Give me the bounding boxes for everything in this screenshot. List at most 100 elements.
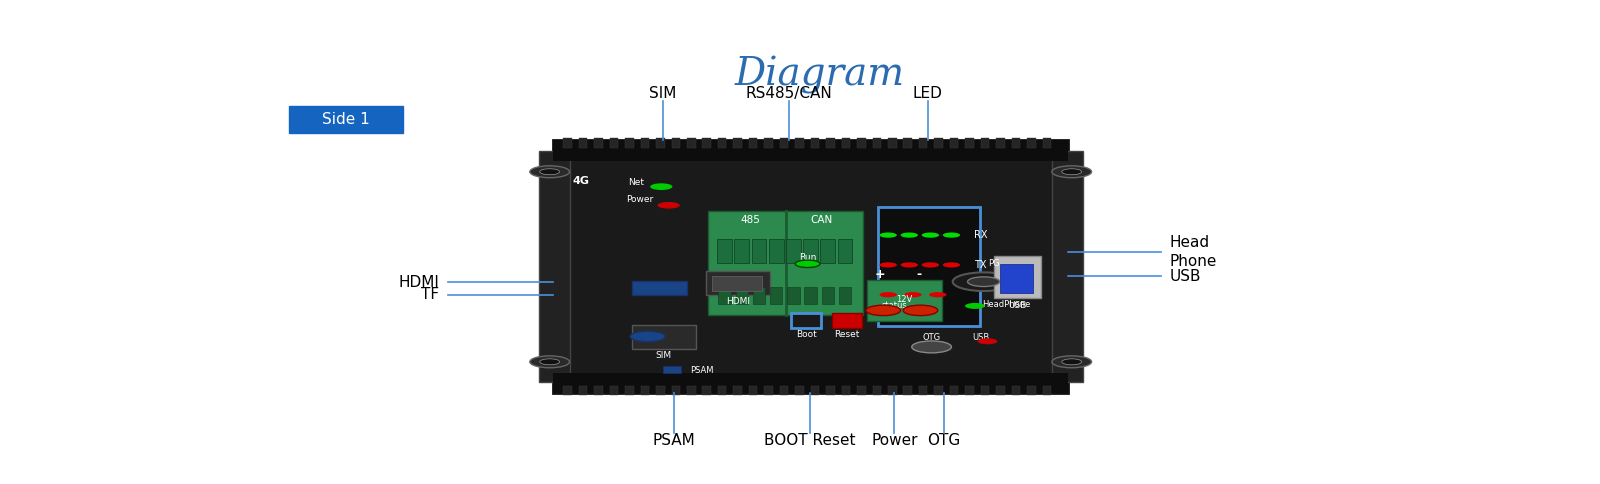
Bar: [872, 386, 882, 395]
Circle shape: [795, 260, 819, 268]
Text: LED: LED: [914, 86, 942, 101]
Bar: [981, 138, 989, 148]
Bar: [826, 386, 835, 395]
Text: HDMI: HDMI: [726, 297, 750, 306]
Bar: [662, 366, 682, 373]
Bar: [872, 138, 882, 148]
Bar: [736, 287, 747, 304]
Text: Power: Power: [627, 195, 654, 204]
Bar: [539, 151, 570, 382]
Bar: [888, 386, 896, 395]
Bar: [918, 386, 928, 395]
Bar: [656, 138, 664, 148]
Text: TX: TX: [974, 260, 986, 270]
Circle shape: [530, 356, 570, 368]
Circle shape: [539, 169, 560, 175]
Bar: [632, 281, 688, 295]
Bar: [904, 138, 912, 148]
Bar: [994, 256, 1040, 299]
Bar: [640, 138, 650, 148]
Bar: [821, 239, 835, 263]
Bar: [997, 138, 1005, 148]
Text: TF: TF: [421, 287, 440, 302]
Circle shape: [902, 305, 938, 316]
Text: HeadPhone: HeadPhone: [982, 300, 1030, 308]
Text: Phone: Phone: [1170, 254, 1218, 269]
Bar: [837, 239, 853, 263]
Bar: [594, 386, 603, 395]
Circle shape: [968, 277, 1000, 287]
Text: HDMI: HDMI: [398, 275, 440, 290]
Bar: [752, 239, 766, 263]
Bar: [632, 325, 696, 349]
Bar: [997, 386, 1005, 395]
Bar: [768, 239, 784, 263]
Bar: [686, 138, 696, 148]
Bar: [867, 280, 941, 321]
Bar: [934, 138, 942, 148]
Bar: [717, 239, 731, 263]
Bar: [805, 287, 816, 304]
Text: Side 1: Side 1: [323, 112, 370, 127]
Bar: [712, 276, 762, 291]
Text: RX: RX: [974, 230, 987, 240]
Bar: [950, 386, 958, 395]
Bar: [752, 287, 765, 304]
Bar: [858, 138, 866, 148]
Text: USB: USB: [1008, 302, 1026, 310]
Text: -: -: [917, 268, 922, 281]
Circle shape: [930, 292, 947, 297]
Bar: [795, 138, 803, 148]
Circle shape: [1051, 166, 1091, 178]
Bar: [733, 386, 742, 395]
Bar: [792, 313, 821, 328]
Text: Power: Power: [870, 433, 918, 448]
Bar: [709, 211, 864, 315]
Bar: [888, 138, 896, 148]
Text: PG: PG: [987, 259, 1000, 268]
Bar: [702, 138, 710, 148]
Text: USB: USB: [1170, 269, 1202, 284]
Bar: [770, 287, 782, 304]
Bar: [554, 140, 1069, 393]
Bar: [626, 386, 634, 395]
Circle shape: [1062, 359, 1082, 365]
Circle shape: [901, 232, 918, 238]
Bar: [579, 138, 587, 148]
Bar: [934, 386, 942, 395]
Bar: [718, 386, 726, 395]
Text: 12V: 12V: [896, 295, 912, 303]
Bar: [1011, 138, 1021, 148]
Bar: [965, 138, 974, 148]
Bar: [803, 239, 818, 263]
Bar: [610, 386, 618, 395]
Bar: [842, 386, 850, 395]
Text: RS485/CAN: RS485/CAN: [746, 86, 832, 101]
Bar: [965, 386, 974, 395]
Bar: [718, 287, 731, 304]
Bar: [672, 386, 680, 395]
Bar: [579, 386, 587, 395]
Text: CAN: CAN: [811, 215, 832, 225]
Text: Diagram: Diagram: [734, 56, 906, 94]
Circle shape: [952, 272, 1014, 291]
Circle shape: [880, 292, 898, 297]
Bar: [1027, 386, 1035, 395]
Circle shape: [922, 232, 939, 238]
Bar: [640, 386, 650, 395]
Bar: [1043, 138, 1051, 148]
Circle shape: [880, 262, 898, 268]
Bar: [702, 386, 710, 395]
Bar: [787, 287, 800, 304]
Bar: [904, 386, 912, 395]
Text: +: +: [874, 268, 885, 281]
Bar: [811, 386, 819, 395]
Bar: [1027, 138, 1035, 148]
Text: PSAM: PSAM: [691, 366, 714, 375]
Bar: [1043, 386, 1051, 395]
Bar: [734, 239, 749, 263]
Bar: [858, 386, 866, 395]
Circle shape: [1062, 169, 1082, 175]
Bar: [686, 386, 696, 395]
Bar: [594, 138, 603, 148]
